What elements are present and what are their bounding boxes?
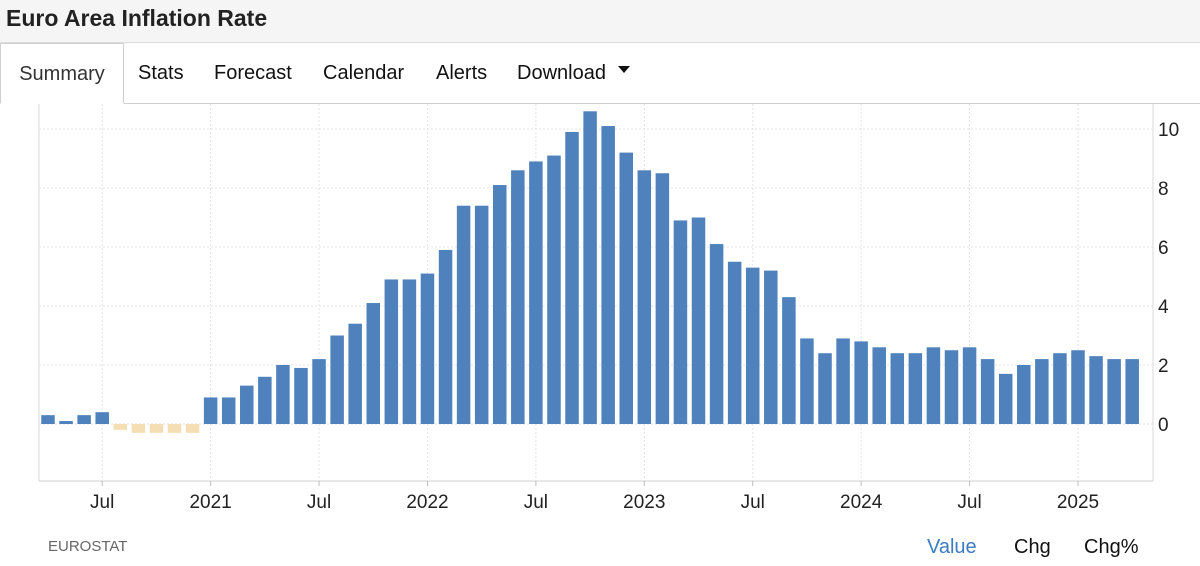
title-bar: Euro Area Inflation Rate <box>0 0 1200 43</box>
y-tick-label: 10 <box>1158 120 1179 141</box>
bar[interactable] <box>926 347 941 424</box>
bar[interactable] <box>149 424 164 433</box>
y-axis: 0 2 4 6 8 10 <box>1158 120 1179 436</box>
bar[interactable] <box>113 424 128 430</box>
bar[interactable] <box>601 126 615 425</box>
mode-chg-percent-button[interactable]: Chg% <box>1084 536 1139 558</box>
x-tick-label: Jul <box>524 492 548 513</box>
x-tick-label: 2024 <box>840 492 883 513</box>
bar[interactable] <box>456 205 471 424</box>
bar[interactable] <box>655 173 670 424</box>
bar[interactable] <box>836 338 850 424</box>
x-tick-label: Jul <box>957 492 981 513</box>
bar[interactable] <box>547 155 561 425</box>
bar[interactable] <box>619 152 633 424</box>
x-tick-label: Jul <box>741 492 765 513</box>
bar[interactable] <box>890 353 905 424</box>
bar[interactable] <box>1107 359 1121 424</box>
bar[interactable] <box>565 131 579 424</box>
bar[interactable] <box>312 359 326 424</box>
bar[interactable] <box>872 347 886 424</box>
bar[interactable] <box>782 297 796 424</box>
y-tick-label: 4 <box>1158 297 1169 318</box>
bar[interactable] <box>998 373 1013 424</box>
tab-calendar[interactable]: Calendar <box>323 62 405 84</box>
chevron-down-icon <box>617 66 630 74</box>
bar[interactable] <box>221 397 236 424</box>
bar[interactable] <box>745 267 760 424</box>
bar[interactable] <box>420 273 435 424</box>
bar[interactable] <box>583 111 597 425</box>
bar[interactable] <box>258 376 272 424</box>
bar[interactable] <box>1089 356 1103 424</box>
chart-bars <box>41 111 1139 433</box>
bar[interactable] <box>800 338 814 424</box>
bar[interactable] <box>493 185 507 424</box>
bar[interactable] <box>908 353 923 424</box>
x-tick-label: Jul <box>90 492 114 513</box>
bar[interactable] <box>59 421 73 424</box>
x-tick-label: 2023 <box>623 492 665 513</box>
bar[interactable] <box>709 244 724 424</box>
bar[interactable] <box>1053 353 1067 424</box>
bar[interactable] <box>1017 365 1031 424</box>
tab-forecast[interactable]: Forecast <box>214 62 292 84</box>
bar[interactable] <box>330 335 344 425</box>
bar[interactable] <box>1071 350 1085 424</box>
bar[interactable] <box>131 424 146 433</box>
tab-alerts[interactable]: Alerts <box>436 62 488 84</box>
bar[interactable] <box>764 270 778 424</box>
bar[interactable] <box>77 415 91 424</box>
tab-bar: Summary Stats Forecast Calendar Alerts D… <box>0 43 1200 104</box>
x-tick-label: 2025 <box>1057 492 1099 513</box>
bar[interactable] <box>185 424 200 433</box>
page-title: Euro Area Inflation Rate <box>6 5 268 31</box>
bar[interactable] <box>980 359 995 424</box>
inflation-chart: 0 2 4 6 8 10 Jul 2021 Jul 2022 Jul 2023 Jul 2024 Jul 2… <box>38 104 1179 513</box>
bar[interactable] <box>637 170 652 424</box>
bar[interactable] <box>944 350 959 424</box>
bar[interactable] <box>1125 359 1139 424</box>
bar[interactable] <box>474 205 489 424</box>
x-tick-label: 2022 <box>406 492 448 513</box>
x-tick-label: Jul <box>307 492 331 513</box>
bar[interactable] <box>691 217 706 425</box>
bar[interactable] <box>962 347 977 424</box>
tab-download-label: Download <box>517 62 606 84</box>
x-axis: Jul 2021 Jul 2022 Jul 2023 Jul 2024 Jul 2025 <box>90 492 1099 513</box>
bar[interactable] <box>727 261 742 424</box>
y-tick-label: 0 <box>1158 415 1169 436</box>
source-label: EUROSTAT <box>48 538 128 555</box>
bar[interactable] <box>240 385 254 424</box>
bar[interactable] <box>511 170 525 424</box>
mode-value-button[interactable]: Value <box>927 536 977 558</box>
bar[interactable] <box>294 367 308 424</box>
bar[interactable] <box>529 161 543 424</box>
bar[interactable] <box>854 341 868 424</box>
bar[interactable] <box>366 303 381 424</box>
bar[interactable] <box>818 353 832 424</box>
y-tick-label: 8 <box>1158 179 1169 200</box>
bar[interactable] <box>95 412 109 424</box>
mode-chg-button[interactable]: Chg <box>1014 536 1051 558</box>
y-tick-label: 2 <box>1158 356 1169 377</box>
tab-stats[interactable]: Stats <box>138 62 184 84</box>
bar[interactable] <box>438 249 453 424</box>
bar[interactable] <box>348 323 362 424</box>
bar[interactable] <box>673 220 688 424</box>
tab-download[interactable]: Download <box>517 43 630 103</box>
bar[interactable] <box>41 415 55 424</box>
bar[interactable] <box>402 279 417 424</box>
bar[interactable] <box>203 397 218 424</box>
bar[interactable] <box>276 365 290 424</box>
bar[interactable] <box>384 279 399 424</box>
tab-summary[interactable]: Summary <box>0 43 124 104</box>
bar[interactable] <box>1035 359 1049 424</box>
bar[interactable] <box>167 424 182 433</box>
y-tick-label: 6 <box>1158 238 1169 259</box>
x-tick-label: 2021 <box>189 492 231 513</box>
